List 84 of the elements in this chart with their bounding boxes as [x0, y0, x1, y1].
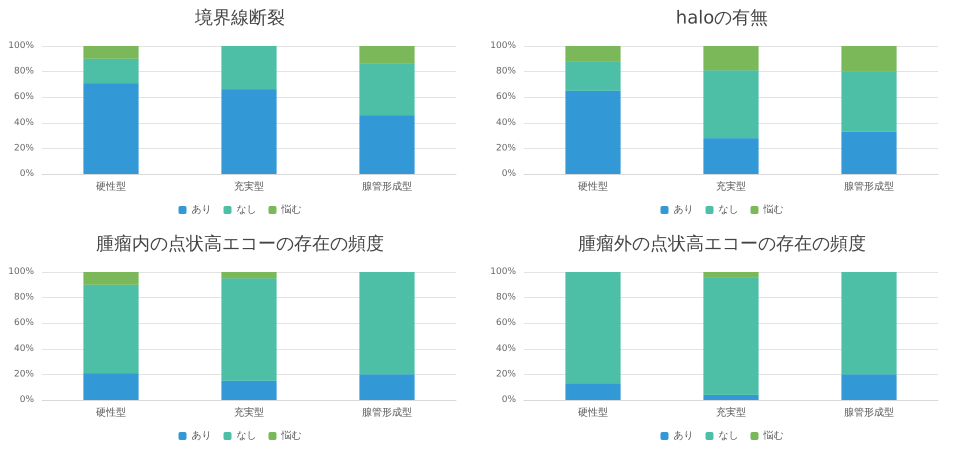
bar [703, 138, 759, 174]
y-tick-label: 80% [496, 292, 516, 303]
y-tick-label: 80% [496, 66, 516, 77]
bar [359, 64, 415, 116]
bar [221, 46, 277, 90]
y-tick-label: 0% [20, 395, 34, 405]
x-tick-label: 腺管形成型 [362, 406, 412, 418]
y-tick-label: 100% [8, 267, 34, 277]
y-tick-label: 60% [14, 92, 34, 102]
y-tick-label: 40% [496, 344, 516, 354]
y-tick-label: 80% [14, 292, 34, 303]
legend-label: 悩む [762, 430, 784, 442]
y-tick-label: 100% [8, 41, 34, 51]
x-tick-label: 腺管形成型 [362, 180, 412, 192]
bar [565, 383, 621, 400]
bar [83, 284, 139, 374]
x-tick-label: 硬性型 [96, 406, 126, 418]
x-tick-label: 充実型 [234, 180, 264, 192]
bar [565, 90, 621, 174]
bar [841, 72, 897, 132]
legend-label: あり [674, 430, 694, 442]
bar [565, 46, 621, 62]
y-tick-label: 40% [14, 118, 34, 128]
chart-title: haloの有無 [676, 8, 768, 28]
x-tick-label: 充実型 [716, 180, 746, 192]
bar [83, 373, 139, 400]
legend-label: あり [192, 430, 212, 442]
bar [565, 61, 621, 91]
bar [841, 46, 897, 72]
y-tick-label: 20% [14, 143, 34, 154]
legend-label: 悩む [762, 204, 784, 216]
bar [83, 46, 139, 59]
x-tick-label: 充実型 [234, 406, 264, 418]
chart-title: 境界線断裂 [194, 8, 285, 28]
chart-title: 腫瘤外の点状高エコーの存在の頻度 [578, 234, 866, 254]
y-tick-label: 80% [14, 66, 34, 77]
bar [841, 132, 897, 174]
bar [359, 46, 415, 64]
y-tick-label: 0% [20, 169, 34, 179]
y-tick-label: 100% [490, 267, 516, 277]
bar [221, 272, 277, 278]
y-tick-label: 60% [496, 318, 516, 328]
bar [359, 374, 415, 400]
bar [703, 70, 759, 138]
x-tick-label: 腺管形成型 [844, 180, 894, 192]
legend-label: あり [674, 204, 694, 216]
chart-title: 腫瘤内の点状高エコーの存在の頻度 [96, 234, 384, 254]
bar [841, 374, 897, 400]
legend-label: なし [236, 430, 256, 442]
bar [703, 277, 759, 395]
y-tick-label: 40% [496, 118, 516, 128]
y-tick-label: 100% [490, 41, 516, 51]
y-tick-label: 40% [14, 344, 34, 354]
legend-label: なし [236, 204, 256, 216]
bar [221, 380, 277, 400]
bar [359, 115, 415, 174]
y-tick-label: 60% [14, 318, 34, 328]
x-tick-label: 硬性型 [578, 180, 608, 192]
bar [565, 272, 621, 384]
bar [703, 46, 759, 70]
y-tick-label: 20% [14, 369, 34, 380]
y-tick-label: 20% [496, 143, 516, 154]
legend-label: なし [718, 430, 738, 442]
bar [703, 272, 759, 278]
x-tick-label: 硬性型 [578, 406, 608, 418]
bar [83, 272, 139, 285]
legend-label: あり [192, 204, 212, 216]
y-tick-label: 0% [502, 395, 516, 405]
bar [221, 278, 277, 381]
bar [221, 90, 277, 174]
y-tick-label: 60% [496, 92, 516, 102]
y-tick-label: 20% [496, 369, 516, 380]
bar [703, 394, 759, 400]
legend-label: 悩む [280, 430, 302, 442]
legend-label: 悩む [280, 204, 302, 216]
x-tick-label: 硬性型 [96, 180, 126, 192]
bar [359, 272, 415, 374]
legend-label: なし [718, 204, 738, 216]
x-tick-label: 充実型 [716, 406, 746, 418]
x-tick-label: 腺管形成型 [844, 406, 894, 418]
y-tick-label: 0% [502, 169, 516, 179]
bar [83, 58, 139, 84]
bar [83, 83, 139, 174]
bar [841, 272, 897, 374]
